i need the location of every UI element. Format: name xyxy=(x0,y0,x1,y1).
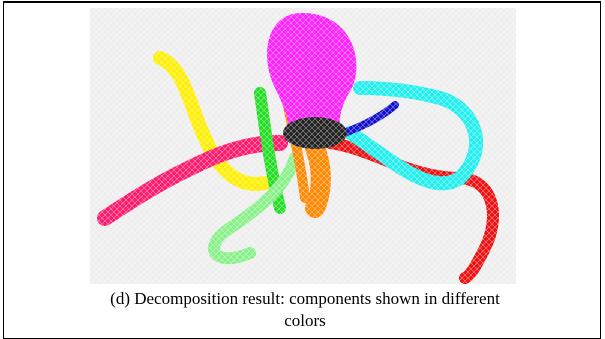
figure-image xyxy=(90,8,516,284)
figure-caption: (d) Decomposition result: components sho… xyxy=(95,288,515,332)
page: (d) Decomposition result: components sho… xyxy=(0,0,605,339)
